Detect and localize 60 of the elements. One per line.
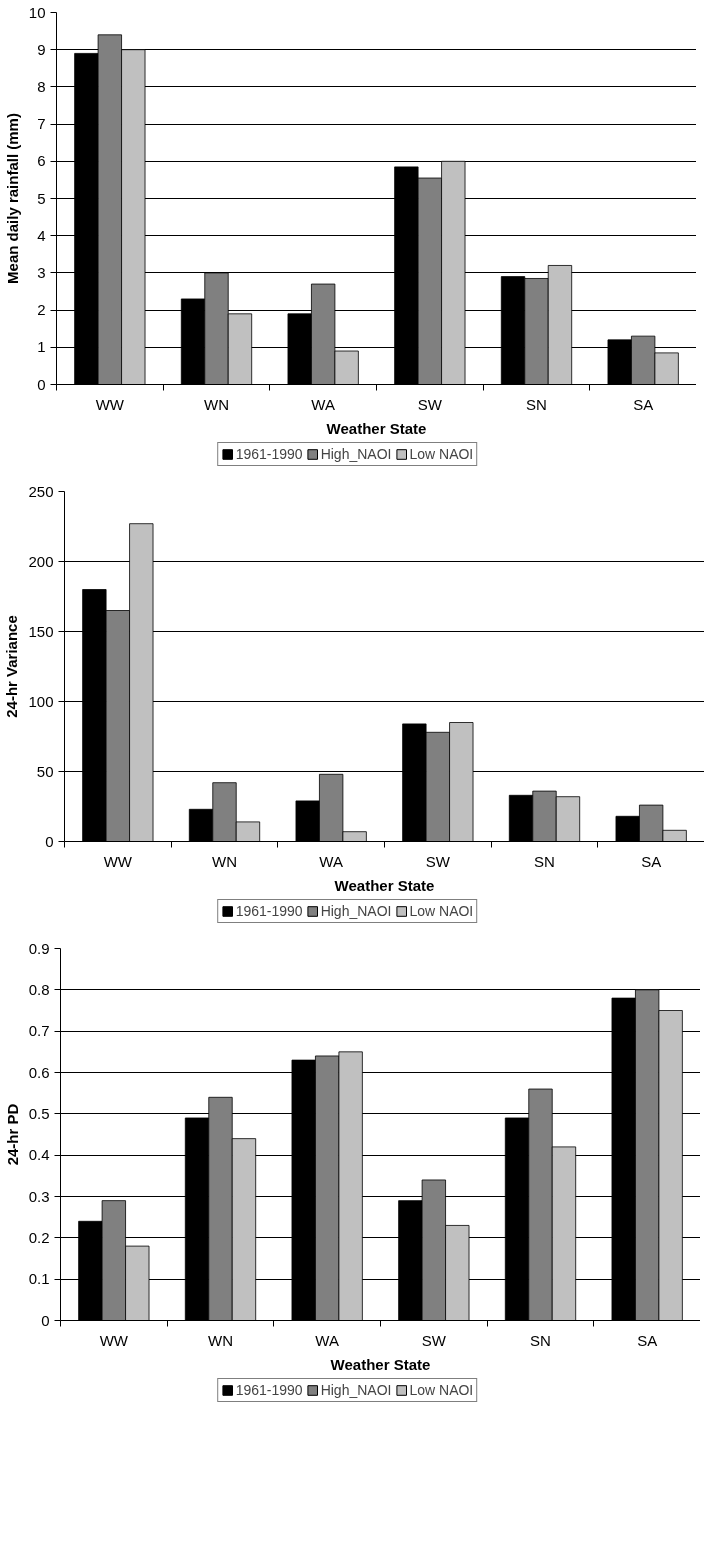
- x-tick-label: WW: [103, 852, 133, 870]
- y-tick-label: 100: [28, 692, 54, 710]
- y-tick-label: 0.7: [28, 1022, 50, 1040]
- y-tick-label: 6: [37, 152, 46, 170]
- y-axis-title: 24-hr Variance: [3, 615, 21, 718]
- x-tick-label: SW: [421, 1331, 447, 1349]
- legend-label: 1961-1990: [235, 1382, 303, 1398]
- x-tick-label: SN: [526, 395, 547, 413]
- y-tick-label: 5: [37, 189, 46, 207]
- x-tick-label: WW: [99, 1331, 129, 1349]
- y-tick-label: 1: [37, 338, 46, 356]
- legend-label: 1961-1990: [235, 446, 303, 462]
- y-tick-label: 0.6: [28, 1063, 50, 1081]
- y-tick-label: 250: [28, 482, 54, 500]
- legend-label: Low NAOI: [409, 903, 474, 919]
- x-axis-title: Weather State: [334, 876, 435, 894]
- y-tick-label: 7: [37, 115, 46, 133]
- y-tick-label: 0.2: [28, 1228, 50, 1246]
- legend-label: High_NAOI: [320, 903, 392, 919]
- x-tick-label: SW: [425, 852, 451, 870]
- x-tick-label: SW: [417, 395, 443, 413]
- y-tick-label: 0.9: [28, 939, 50, 957]
- y-tick-label: 200: [28, 552, 54, 570]
- y-tick-label: 0.3: [28, 1187, 50, 1205]
- x-tick-label: SN: [530, 1331, 551, 1349]
- y-tick-label: 2: [37, 301, 46, 319]
- y-tick-label: 50: [36, 762, 54, 780]
- y-tick-label: 9: [37, 40, 46, 58]
- x-tick-label: WA: [315, 1331, 339, 1349]
- y-tick-label: 0: [45, 832, 54, 850]
- y-tick-label: 10: [28, 3, 46, 21]
- legend-label: High_NAOI: [320, 446, 392, 462]
- y-axis-title: 24-hr PD: [3, 1103, 21, 1166]
- y-tick-label: 0.4: [28, 1146, 50, 1164]
- y-tick-label: 150: [28, 622, 54, 640]
- y-tick-label: 0.5: [28, 1104, 50, 1122]
- y-axis-title: Mean daily rainfall (mm): [3, 113, 21, 284]
- x-axis-title: Weather State: [330, 1355, 431, 1373]
- legend-label: Low NAOI: [409, 446, 474, 462]
- x-tick-label: WA: [319, 852, 343, 870]
- y-tick-label: 4: [37, 226, 46, 244]
- y-tick-label: 0.8: [28, 980, 50, 998]
- y-tick-label: 3: [37, 263, 46, 281]
- y-tick-label: 0.1: [28, 1270, 50, 1288]
- x-tick-label: SA: [641, 852, 662, 870]
- x-tick-label: WN: [208, 1331, 233, 1349]
- y-tick-label: 8: [37, 77, 46, 95]
- x-axis-title: Weather State: [326, 419, 427, 437]
- legend-label: High_NAOI: [320, 1382, 392, 1398]
- x-tick-label: SN: [534, 852, 555, 870]
- y-tick-label: 0: [41, 1311, 50, 1329]
- x-tick-label: WA: [311, 395, 335, 413]
- legend-label: Low NAOI: [409, 1382, 474, 1398]
- x-tick-label: WN: [204, 395, 229, 413]
- x-tick-label: WN: [212, 852, 237, 870]
- x-tick-label: SA: [637, 1331, 658, 1349]
- legend-label: 1961-1990: [235, 903, 303, 919]
- x-tick-label: SA: [633, 395, 654, 413]
- x-tick-label: WW: [95, 395, 125, 413]
- y-tick-label: 0: [37, 375, 46, 393]
